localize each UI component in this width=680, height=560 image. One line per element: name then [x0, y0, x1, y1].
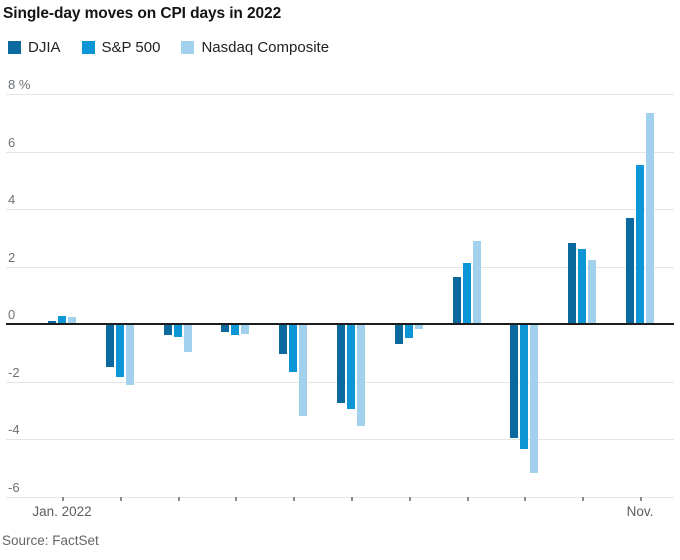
x-axis-tick	[120, 497, 122, 501]
bar-nasdaq-composite-may	[299, 325, 307, 417]
gridline	[6, 152, 674, 153]
y-axis-tick-label: 6	[8, 135, 16, 150]
legend-item-djia: DJIA	[8, 39, 61, 56]
legend-label-nasdaq: Nasdaq Composite	[201, 39, 330, 56]
x-axis-tick	[467, 497, 469, 501]
gridline	[6, 439, 674, 440]
gridline	[6, 209, 674, 210]
bar-s-p-500-oct-	[578, 249, 586, 324]
bar-djia-nov-	[626, 218, 634, 325]
x-axis-tick	[178, 497, 180, 501]
bar-s-p-500-mar-	[174, 325, 182, 338]
source-note: Source: FactSet	[2, 533, 99, 548]
plot-area: 8 % 6 4 2 0 -2 -4 -6	[6, 78, 674, 501]
y-axis-tick-label: 8 %	[8, 77, 31, 92]
x-axis-tick	[582, 497, 584, 501]
bar-djia-mar-	[164, 325, 172, 335]
y-axis-tick-label: -4	[8, 422, 20, 437]
bar-nasdaq-composite-jan-2022	[68, 317, 76, 324]
bar-djia-jan-2022	[48, 321, 56, 325]
bar-nasdaq-composite-mar-	[184, 325, 192, 353]
bar-s-p-500-nov-	[636, 165, 644, 325]
nasdaq-swatch-icon	[181, 41, 195, 54]
legend-label-sp500: S&P 500	[101, 39, 161, 56]
gridline	[6, 497, 674, 498]
zero-line	[6, 323, 674, 325]
y-axis-tick-label: -2	[8, 365, 20, 380]
x-axis-tick	[235, 497, 237, 501]
sp500-swatch-icon	[81, 41, 95, 54]
legend-item-sp500: S&P 500	[81, 39, 161, 56]
bar-nasdaq-composite-nov-	[646, 113, 654, 325]
bar-nasdaq-composite-oct-	[588, 260, 596, 325]
bar-djia-aug-	[453, 277, 461, 324]
bar-s-p-500-june	[347, 325, 355, 409]
bar-djia-feb-	[106, 325, 114, 368]
x-axis-tick	[409, 497, 411, 501]
x-axis-label-first: Jan. 2022	[32, 504, 92, 519]
bar-djia-apr-	[221, 325, 229, 333]
bar-nasdaq-composite-apr-	[241, 325, 249, 334]
bar-s-p-500-feb-	[116, 325, 124, 378]
x-axis-tick	[351, 497, 353, 501]
bar-djia-sept-	[510, 325, 518, 439]
gridline	[6, 94, 674, 95]
bar-nasdaq-composite-june	[357, 325, 365, 427]
bar-s-p-500-apr-	[231, 325, 239, 335]
gridline	[6, 267, 674, 268]
x-axis-tick	[62, 497, 64, 501]
bar-s-p-500-aug-	[463, 263, 471, 325]
legend-item-nasdaq: Nasdaq Composite	[181, 39, 329, 56]
x-axis-tick	[524, 497, 526, 501]
x-axis-label-last: Nov.	[626, 504, 654, 519]
bar-nasdaq-composite-sept-	[530, 325, 538, 474]
djia-swatch-icon	[8, 41, 21, 54]
y-axis-tick-label: 0	[8, 307, 16, 322]
y-axis-tick-label: 2	[8, 250, 16, 265]
bar-djia-june	[337, 325, 345, 404]
bar-s-p-500-sept-	[520, 325, 528, 450]
bar-s-p-500-july	[405, 325, 413, 338]
bar-djia-may	[279, 325, 287, 355]
bar-s-p-500-may	[289, 325, 297, 373]
y-axis-tick-label: -6	[8, 480, 20, 495]
bar-s-p-500-jan-2022	[58, 316, 66, 325]
y-axis-tick-label: 4	[8, 192, 16, 207]
bar-djia-oct-	[568, 243, 576, 325]
x-axis-tick	[640, 497, 642, 501]
bar-nasdaq-composite-feb-	[126, 325, 134, 386]
x-axis-tick	[293, 497, 295, 501]
bar-nasdaq-composite-july	[415, 325, 423, 330]
bar-djia-july	[395, 325, 403, 345]
chart-title: Single-day moves on CPI days in 2022	[3, 5, 282, 22]
legend: DJIA S&P 500 Nasdaq Composite	[8, 39, 329, 56]
legend-label-djia: DJIA	[28, 39, 61, 56]
bar-nasdaq-composite-aug-	[473, 241, 481, 325]
